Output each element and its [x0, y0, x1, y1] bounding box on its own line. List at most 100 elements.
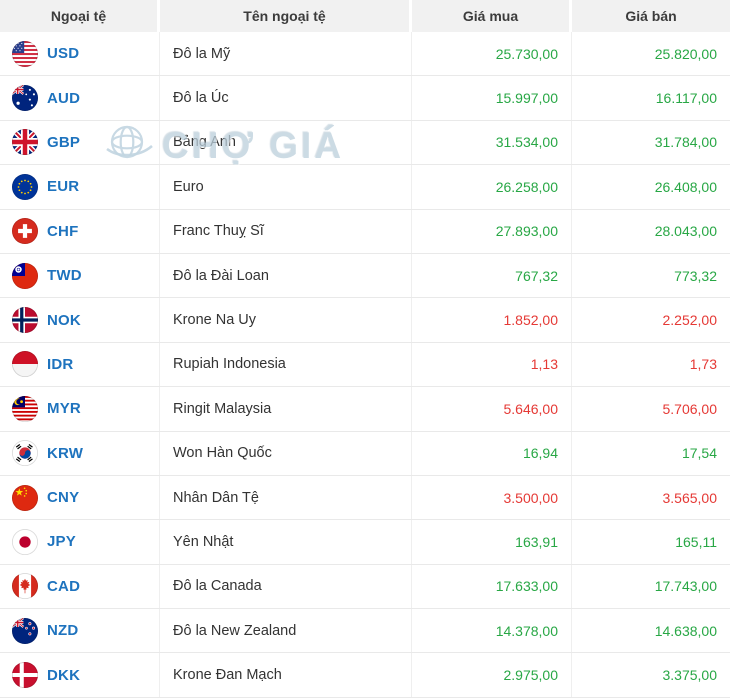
buy-price: 2.975,00: [503, 667, 559, 684]
currency-name: Ringit Malaysia: [173, 400, 272, 417]
buy-price: 5.646,00: [503, 400, 559, 417]
buy-price: 3.500,00: [503, 489, 559, 506]
norway-flag-icon: [12, 307, 38, 334]
currency-code: GBP: [47, 133, 81, 151]
buy-price-cell: 1.852,00: [412, 298, 572, 342]
canada-flag-icon: [12, 573, 38, 600]
sell-price-cell: 14.638,00: [572, 609, 730, 652]
buy-price-cell: 27.893,00: [412, 209, 572, 253]
currency-code: NOK: [47, 311, 81, 329]
currency-name-cell: Đô la Mỹ: [160, 32, 412, 76]
table-row[interactable]: NZD Đô la New Zealand 14.378,00 14.638,0…: [0, 609, 730, 654]
buy-price: 16,94: [522, 445, 558, 462]
currency-name-cell: Bảng Anh: [160, 120, 412, 165]
table-row[interactable]: USD Đô la Mỹ 25.730,00 25.820,00: [0, 32, 730, 77]
buy-price: 1,13: [530, 356, 558, 373]
currency-code: NZD: [47, 622, 79, 640]
buy-price-cell: 3.500,00: [412, 475, 572, 520]
currency-cell: IDR: [0, 342, 160, 387]
currency-code: AUD: [47, 89, 81, 107]
currency-cell: TWD: [0, 253, 160, 298]
taiwan-flag-icon: [12, 262, 38, 289]
currency-cell: DKK: [0, 653, 160, 697]
currency-name: Nhân Dân Tệ: [173, 489, 259, 506]
japan-flag-icon: [12, 528, 38, 555]
buy-price-cell: 767,32: [412, 253, 572, 298]
sell-price-cell: 2.252,00: [572, 298, 730, 341]
table-row[interactable]: JPY Yên Nhật 163,91 165,11: [0, 520, 730, 565]
eu-flag-icon: [12, 173, 38, 200]
sell-price: 16.117,00: [655, 90, 717, 107]
south-korea-flag-icon: [12, 440, 38, 467]
buy-price-cell: 1,13: [412, 342, 572, 387]
switzerland-flag-icon: [12, 218, 38, 245]
currency-name: Krone Na Uy: [173, 312, 257, 329]
currency-name-cell: Rupiah Indonesia: [160, 342, 412, 387]
sell-price-cell: 16.117,00: [572, 76, 730, 119]
currency-cell: USD: [0, 32, 160, 76]
currency-code: EUR: [47, 178, 80, 196]
currency-name-cell: Krone Đan Mạch: [160, 653, 412, 697]
buy-price-cell: 26.258,00: [412, 165, 572, 209]
currency-name: Rupiah Indonesia: [173, 356, 286, 373]
currency-name-cell: Yên Nhật: [160, 520, 412, 564]
sell-price-cell: 1,73: [572, 343, 730, 386]
sell-price: 165,11: [675, 533, 717, 550]
table-row[interactable]: MYR Ringit Malaysia 5.646,00 5.706,00: [0, 387, 730, 432]
currency-cell: NZD: [0, 609, 160, 653]
denmark-flag-icon: [12, 662, 38, 689]
currency-name: Krone Đan Mạch: [173, 667, 282, 684]
sell-price: 773,32: [674, 267, 717, 284]
currency-name: Đô la Úc: [173, 90, 229, 107]
currency-code: KRW: [47, 444, 84, 462]
table-row[interactable]: TWD Đô la Đài Loan 767,32 773,32: [0, 253, 730, 299]
sell-price: 3.565,00: [662, 489, 718, 506]
china-flag-icon: [12, 484, 38, 511]
table-row[interactable]: EUR Euro 26.258,00 26.408,00: [0, 165, 730, 210]
currency-code: CNY: [47, 489, 80, 507]
table-row[interactable]: CNY Nhân Dân Tệ 3.500,00 3.565,00: [0, 475, 730, 521]
currency-cell: EUR: [0, 165, 160, 209]
buy-price-cell: 15.997,00: [412, 76, 572, 120]
sell-price-cell: 165,11: [572, 520, 730, 563]
table-row[interactable]: NOK Krone Na Uy 1.852,00 2.252,00: [0, 298, 730, 343]
buy-price: 14.378,00: [495, 622, 558, 639]
currency-code: DKK: [47, 666, 81, 684]
currency-name-cell: Ringit Malaysia: [160, 387, 412, 431]
currency-name-cell: Đô la New Zealand: [160, 609, 412, 653]
currency-name-cell: Nhân Dân Tệ: [160, 475, 412, 520]
buy-price-cell: 31.534,00: [412, 120, 572, 165]
buy-price: 767,32: [515, 267, 558, 284]
table-row[interactable]: KRW Won Hàn Quốc 16,94 17,54: [0, 431, 730, 476]
table-row[interactable]: GBP Bảng Anh 31.534,00 31.784,00: [0, 120, 730, 166]
currency-name-cell: Euro: [160, 165, 412, 209]
malaysia-flag-icon: [12, 395, 38, 422]
currency-code: CAD: [47, 577, 81, 595]
buy-price-cell: 17.633,00: [412, 564, 572, 609]
table-row[interactable]: AUD Đô la Úc 15.997,00 16.117,00: [0, 76, 730, 121]
currency-cell: CHF: [0, 209, 160, 253]
currency-name-cell: Đô la Đài Loan: [160, 253, 412, 298]
currency-name-cell: Franc Thuỵ Sĩ: [160, 209, 412, 253]
sell-price: 17.743,00: [654, 578, 717, 595]
sell-price-cell: 5.706,00: [572, 387, 730, 430]
sell-price: 1,73: [689, 356, 717, 373]
buy-price-cell: 5.646,00: [412, 387, 572, 431]
table-body: USD Đô la Mỹ 25.730,00 25.820,00 AUD Đô …: [0, 32, 730, 698]
column-header-sell-price: Giá bán: [572, 0, 730, 32]
table-row[interactable]: IDR Rupiah Indonesia 1,13 1,73: [0, 342, 730, 388]
new-zealand-flag-icon: [12, 617, 38, 644]
table-row[interactable]: DKK Krone Đan Mạch 2.975,00 3.375,00: [0, 653, 730, 698]
currency-cell: AUD: [0, 76, 160, 120]
table-row[interactable]: CHF Franc Thuỵ Sĩ 27.893,00 28.043,00: [0, 209, 730, 254]
buy-price: 1.852,00: [503, 312, 559, 329]
currency-code: MYR: [47, 400, 81, 418]
sell-price: 26.408,00: [654, 178, 717, 195]
sell-price-cell: 26.408,00: [572, 165, 730, 208]
sell-price: 14.638,00: [654, 622, 717, 639]
currency-name-cell: Đô la Úc: [160, 76, 412, 120]
buy-price-cell: 163,91: [412, 520, 572, 564]
currency-cell: CNY: [0, 475, 160, 520]
currency-name: Yên Nhật: [173, 533, 234, 550]
table-row[interactable]: CAD Đô la Canada 17.633,00 17.743,00: [0, 564, 730, 610]
